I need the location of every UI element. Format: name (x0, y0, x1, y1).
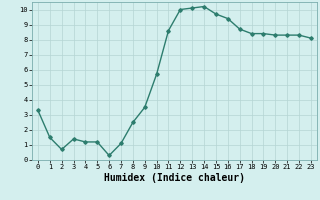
X-axis label: Humidex (Indice chaleur): Humidex (Indice chaleur) (104, 173, 245, 183)
